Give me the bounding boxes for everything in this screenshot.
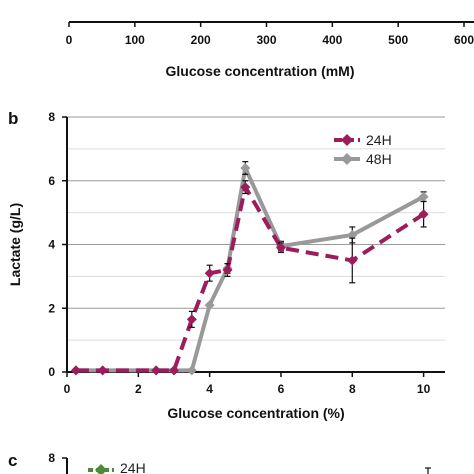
- x-tick-label: 600: [454, 33, 474, 47]
- y-axis-title: Lactate (g/L): [7, 203, 23, 286]
- data-point-24H: [168, 365, 179, 376]
- x-tick-label: 200: [191, 33, 211, 47]
- data-point-24H: [70, 365, 81, 376]
- data-point-24H: [204, 268, 215, 279]
- legend-marker-24H: [341, 134, 353, 146]
- y-tick-label: 0: [48, 365, 55, 379]
- panel-label: c: [8, 451, 17, 470]
- x-tick-label: 0: [66, 33, 73, 47]
- series-line-24H: [75, 185, 425, 373]
- data-point-24H: [347, 255, 358, 266]
- data-point-48H: [240, 163, 251, 173]
- data-point-24H: [418, 209, 429, 220]
- x-tick-label: 400: [322, 33, 342, 47]
- x-axis-title: Glucose concentration (mM): [165, 63, 354, 79]
- x-tick-label: 8: [349, 382, 356, 396]
- data-point-24H: [240, 182, 251, 193]
- data-point-48H: [204, 300, 215, 311]
- legend-label: 48H: [366, 151, 392, 167]
- data-point-48H: [418, 191, 429, 202]
- x-tick-label: 4: [206, 382, 213, 396]
- data-point-24H: [186, 314, 197, 325]
- data-point-48H: [347, 229, 358, 240]
- x-tick-label: 500: [388, 33, 408, 47]
- y-tick-label: 2: [48, 301, 55, 315]
- x-tick-label: 0: [64, 382, 71, 396]
- y-tick-label: 8: [48, 451, 55, 465]
- legend-label: 24H: [120, 460, 146, 474]
- panel-label: b: [8, 109, 18, 128]
- y-tick-label: 8: [48, 110, 55, 124]
- data-point-24H: [222, 265, 233, 275]
- x-tick-label: 6: [278, 382, 285, 396]
- panel-a-chart: 0 100 200 300 400 500 600 Glucose concentration…: [66, 21, 474, 79]
- legend-marker-48H: [341, 153, 353, 165]
- data-point-24H: [151, 365, 162, 376]
- x-tick-label: 100: [125, 33, 145, 47]
- y-tick-label: 6: [48, 174, 55, 188]
- x-tick-label: 10: [417, 382, 431, 396]
- legend-marker-24H: [95, 464, 107, 474]
- y-tick-label: 4: [48, 238, 55, 252]
- data-point-48H: [186, 365, 197, 376]
- x-tick-label: 300: [256, 33, 276, 47]
- x-axis-title: Glucose concentration (%): [167, 405, 344, 421]
- x-tick-label: 2: [135, 382, 142, 396]
- panel-b-chart: b 0 2 4 6 8 0 2 4 6 8 10 Glucose concentration (%) La…: [7, 109, 445, 421]
- legend-label: 24H: [366, 132, 392, 148]
- data-point-24H: [275, 242, 286, 253]
- data-point-24H: [97, 365, 108, 376]
- panel-c-chart: c 8 24H: [8, 451, 431, 474]
